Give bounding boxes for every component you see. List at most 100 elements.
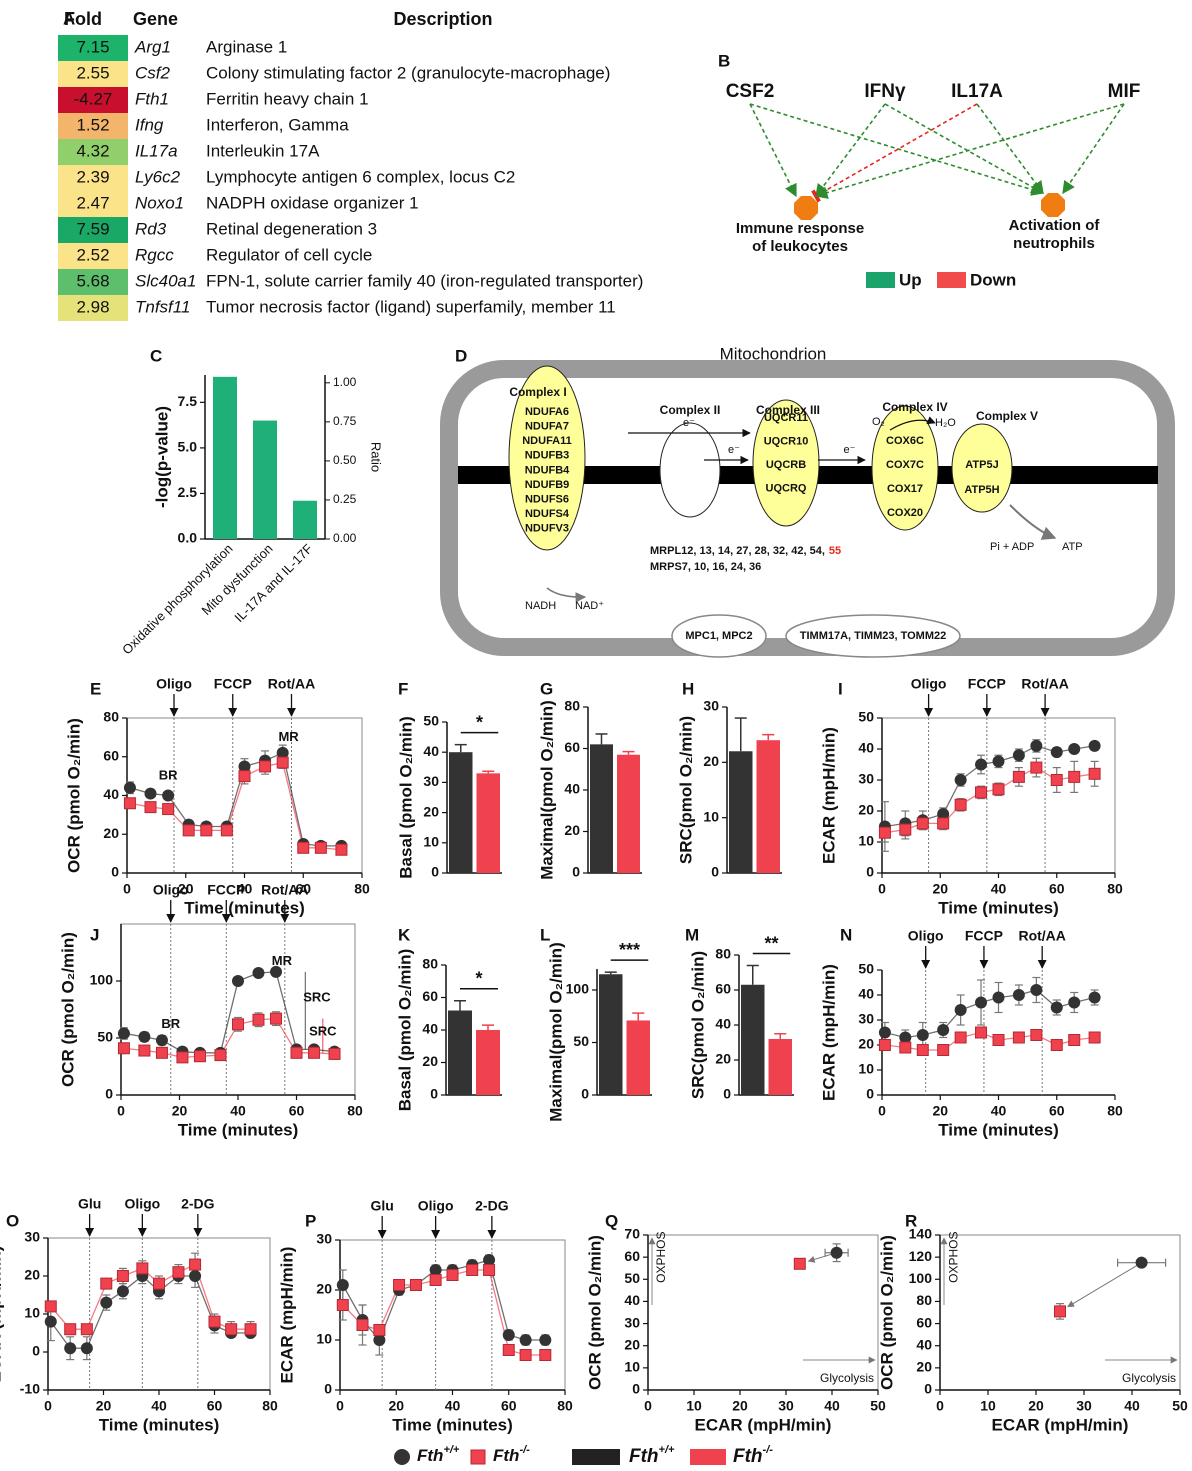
data-point	[144, 801, 157, 814]
x-tick-label: 20	[732, 1398, 748, 1414]
event-label: Rot/AA	[261, 882, 308, 898]
event-label: Glu	[371, 1198, 394, 1214]
data-point	[276, 746, 289, 759]
panel-label: H	[682, 679, 694, 698]
y-tick-label: 50	[573, 1033, 589, 1049]
data-point	[189, 1270, 202, 1282]
event-label: 2-DG	[181, 1196, 215, 1212]
series-line	[123, 1017, 335, 1059]
y-tick-label: 50	[858, 709, 874, 725]
data-point	[189, 1258, 202, 1271]
y-tick-label: 40	[858, 986, 874, 1002]
y2-tick-label: 0.00	[333, 531, 357, 545]
nadh-label: NADH	[525, 600, 556, 612]
y-tick-label: 30	[858, 771, 874, 787]
x-tick-label: 40	[151, 1398, 167, 1414]
legend-label: Down	[970, 270, 1016, 289]
data-point	[954, 774, 967, 786]
data-point	[244, 1323, 257, 1336]
plot-frame	[120, 923, 356, 1096]
mrps-label: MRPS7, 10, 16, 24, 36	[650, 561, 761, 573]
data-point	[899, 1031, 912, 1044]
fold-value: 2.98	[76, 297, 109, 316]
x-tick-label: 60	[295, 881, 311, 897]
x-tick-label: 60	[289, 1103, 305, 1119]
y-axis-label: OCR (pmol O₂/min)	[877, 1235, 896, 1390]
data-point	[1068, 770, 1081, 783]
legend-label: Fth+/+	[417, 1444, 460, 1466]
x-tick-label: 80	[262, 1398, 278, 1414]
carrier-label: TIMM17A, TIMM23, TOMM22	[800, 630, 946, 642]
y-axis-label: Maximal(pmol O₂/min)	[546, 942, 565, 1121]
complex-gene: COX17	[887, 483, 923, 495]
y-tick-label: 0	[111, 864, 119, 880]
y-tick-label: 0	[866, 1086, 874, 1102]
y-tick-label: 120	[909, 1248, 933, 1264]
y-tick-label: 40	[103, 786, 119, 802]
bar	[213, 376, 237, 539]
y-axis-label: OCR (pmol O₂/min)	[585, 1235, 604, 1390]
y-axis-label: Basal (pmol O₂/min)	[395, 949, 414, 1111]
y-tick-label: 0	[632, 1381, 640, 1397]
y-tick-label: 80	[564, 698, 580, 714]
network-source: IFNγ	[864, 81, 906, 102]
y-tick-label: 60	[624, 1248, 640, 1264]
reaction-arrow	[1009, 504, 1057, 540]
data-point	[162, 803, 175, 816]
data-point	[466, 1264, 479, 1276]
gene-description: Lymphocyte antigen 6 complex, locus C2	[206, 167, 515, 186]
data-point	[954, 798, 967, 811]
data-point	[975, 996, 988, 1009]
gene-name: Rgcc	[135, 245, 174, 264]
y-tick-label: 10	[316, 1331, 332, 1347]
event-label: Glu	[78, 1196, 101, 1212]
complex-name: Complex II	[660, 403, 721, 417]
x-tick-label: 20	[1028, 1398, 1044, 1414]
complex-gene: ATP5H	[964, 484, 999, 496]
y-tick-label: 2.5	[178, 484, 198, 500]
data-point	[138, 1044, 151, 1057]
panel-label: O	[6, 1211, 19, 1230]
complex-gene: NDUFS6	[525, 494, 569, 506]
data-point	[1012, 989, 1025, 1001]
complex-gene: UQCRQ	[766, 482, 807, 494]
complex-gene: UQCR10	[764, 435, 809, 447]
fold-value: 7.15	[76, 37, 109, 56]
data-point	[314, 841, 327, 854]
data-point	[1068, 996, 1081, 1009]
y-tick-label: 50	[624, 1270, 640, 1286]
gene-name: Ifng	[135, 115, 164, 134]
data-point	[878, 1026, 891, 1039]
data-point	[308, 1046, 321, 1059]
event-label: FCCP	[214, 676, 252, 692]
data-point	[539, 1334, 552, 1346]
data-point	[336, 1299, 349, 1311]
y-tick-label: 60	[422, 988, 438, 1004]
panel-label: K	[398, 925, 411, 944]
y-tick-label: 0.0	[178, 530, 198, 546]
panel-label: F	[398, 679, 408, 698]
data-point	[117, 1027, 130, 1040]
data-point	[155, 1046, 168, 1059]
data-point	[1012, 749, 1025, 762]
x-tick-label: 30	[1076, 1398, 1092, 1414]
fold-cell	[58, 243, 128, 269]
x-axis-label: Time (minutes)	[938, 1120, 1059, 1139]
data-point	[1030, 1029, 1043, 1041]
network-source: CSF2	[726, 81, 775, 102]
data-point	[117, 1042, 130, 1055]
data-point	[328, 1047, 341, 1060]
gene-name: Csf2	[135, 63, 171, 82]
y-tick-label: 50	[97, 1029, 113, 1045]
fold-cell	[58, 295, 128, 321]
x-tick-label: Mito dysfunction	[199, 541, 276, 618]
y-tick-label: 140	[909, 1226, 933, 1242]
panel-label: C	[150, 346, 162, 365]
data-point	[356, 1319, 369, 1331]
data-point	[138, 1030, 151, 1043]
x-axis-label: Time (minutes)	[184, 898, 305, 917]
complex-gene: NDUFA11	[522, 435, 572, 447]
y-tick-label: 40	[564, 781, 580, 797]
y-tick-label: 30	[316, 1231, 332, 1247]
annotation: MR	[278, 729, 299, 744]
